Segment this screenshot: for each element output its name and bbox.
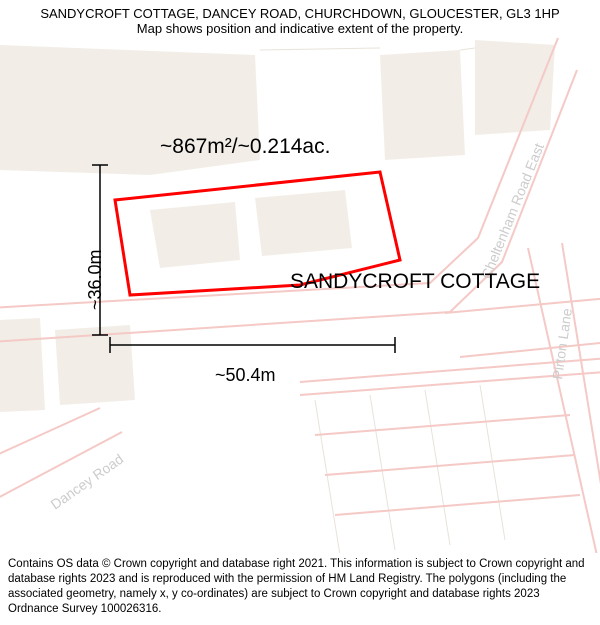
- copyright-footer: Contains OS data © Crown copyright and d…: [0, 553, 600, 625]
- height-dimension-label: ~36.0m: [85, 249, 106, 310]
- page-title: SANDYCROFT COTTAGE, DANCEY ROAD, CHURCHD…: [10, 6, 590, 21]
- width-dimension-label: ~50.4m: [215, 365, 276, 386]
- copyright-text: Contains OS data © Crown copyright and d…: [8, 558, 585, 615]
- map-canvas: Cheltenham Road EastPirton LaneDancey Ro…: [0, 0, 600, 625]
- header: SANDYCROFT COTTAGE, DANCEY ROAD, CHURCHD…: [0, 0, 600, 40]
- area-label: ~867m²/~0.214ac.: [160, 135, 330, 159]
- page-subtitle: Map shows position and indicative extent…: [10, 21, 590, 36]
- property-name-label: SANDYCROFT COTTAGE: [290, 270, 540, 294]
